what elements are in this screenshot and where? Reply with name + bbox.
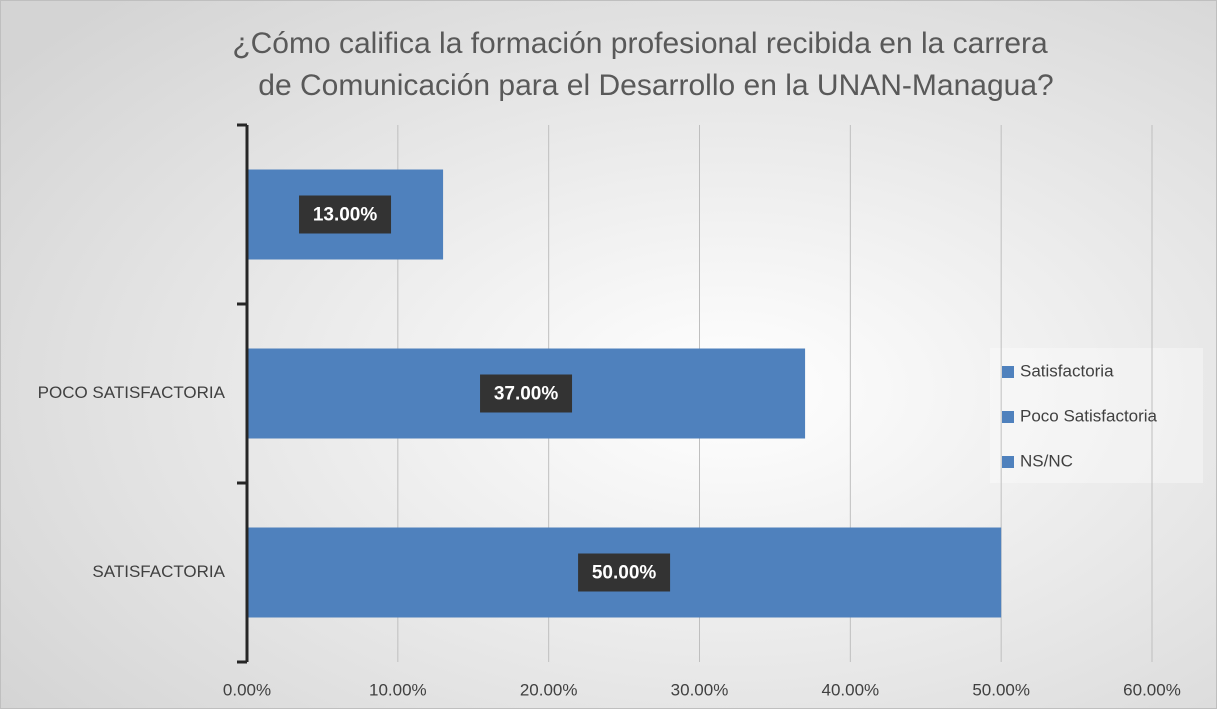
data-label-text: 13.00%: [313, 205, 378, 226]
legend-swatch: [1002, 411, 1014, 423]
y-tick-label: SATISFACTORIA: [92, 562, 225, 581]
legend-box: [990, 348, 1203, 483]
data-label: 13.00%: [299, 195, 392, 234]
x-tick-label: 50.00%: [972, 680, 1030, 699]
x-tick-label: 60.00%: [1123, 680, 1181, 699]
data-label: 37.00%: [480, 374, 573, 413]
data-label-text: 50.00%: [592, 563, 657, 584]
x-tick-label: 40.00%: [821, 680, 879, 699]
data-label-box: [299, 195, 392, 234]
data-label: 50.00%: [578, 553, 671, 592]
chart-title: de Comunicación para el Desarrollo en la…: [258, 69, 1053, 102]
legend-label: Satisfactoria: [1020, 361, 1114, 380]
legend-swatch: [1002, 366, 1014, 378]
x-tick-label: 0.00%: [223, 680, 271, 699]
chart-title: ¿Cómo califica la formación profesional …: [232, 27, 1048, 60]
data-label-box: [578, 553, 671, 592]
data-label-text: 37.00%: [494, 384, 559, 405]
data-label-box: [480, 374, 573, 413]
x-tick-label: 20.00%: [520, 680, 578, 699]
legend-label: NS/NC: [1020, 451, 1073, 470]
x-tick-label: 10.00%: [369, 680, 427, 699]
y-tick-label: POCO SATISFACTORIA: [38, 383, 226, 402]
legend-swatch: [1002, 456, 1014, 468]
x-tick-label: 30.00%: [671, 680, 729, 699]
legend-label: Poco Satisfactoria: [1020, 406, 1158, 425]
